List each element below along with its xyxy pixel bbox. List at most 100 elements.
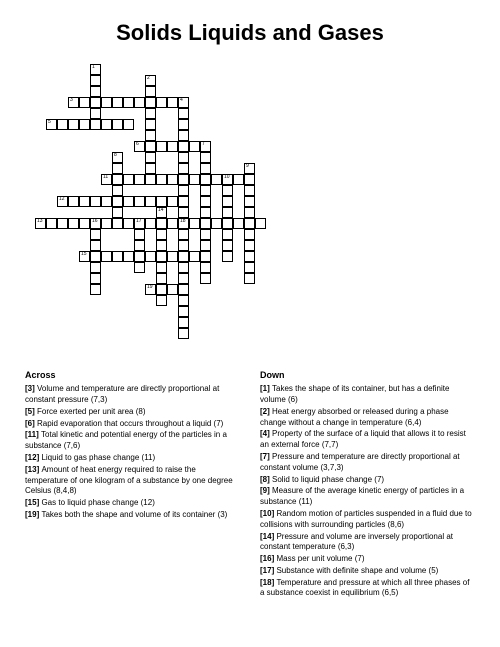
grid-cell <box>123 174 134 185</box>
clue-number: [18] <box>260 578 276 587</box>
grid-cell <box>156 174 167 185</box>
clue-text: Pressure and temperature are directly pr… <box>260 452 460 472</box>
grid-cell <box>178 317 189 328</box>
grid-cell: 9 <box>244 163 255 174</box>
grid-cell: 16 <box>90 218 101 229</box>
grid-cell <box>112 185 123 196</box>
grid-cell <box>200 218 211 229</box>
clue-number: [8] <box>260 475 272 484</box>
grid-cell <box>112 97 123 108</box>
grid-cell <box>57 119 68 130</box>
down-column: Down [1] Takes the shape of its containe… <box>260 369 475 600</box>
cell-number: 18 <box>180 219 186 224</box>
clue-number: [16] <box>260 554 276 563</box>
grid-cell: 1 <box>90 64 101 75</box>
grid-cell <box>178 185 189 196</box>
grid-cell <box>189 218 200 229</box>
grid-cell <box>167 174 178 185</box>
grid-cell: 6 <box>134 141 145 152</box>
clue-item: [16] Mass per unit volume (7) <box>260 554 475 565</box>
cell-number: 10 <box>224 175 230 180</box>
grid-cell <box>134 174 145 185</box>
grid-cell <box>134 97 145 108</box>
grid-cell <box>244 229 255 240</box>
grid-cell <box>167 141 178 152</box>
clue-text: Takes both the shape and volume of its c… <box>41 510 227 519</box>
grid-cell: 12 <box>57 196 68 207</box>
clue-text: Pressure and volume are inversely propor… <box>260 532 453 552</box>
grid-cell <box>233 218 244 229</box>
clue-text: Rapid evaporation that occurs throughout… <box>37 419 223 428</box>
grid-cell: 18 <box>178 218 189 229</box>
grid-cell <box>233 174 244 185</box>
page-title: Solids Liquids and Gases <box>25 20 475 46</box>
grid-cell: 2 <box>145 75 156 86</box>
grid-cell <box>244 207 255 218</box>
grid-cell: 3 <box>68 97 79 108</box>
grid-cell <box>211 174 222 185</box>
grid-cell <box>123 119 134 130</box>
grid-cell <box>156 273 167 284</box>
cell-number: 4 <box>180 98 183 103</box>
clue-text: Substance with definite shape and volume… <box>276 566 438 575</box>
grid-cell <box>90 251 101 262</box>
clue-item: [18] Temperature and pressure at which a… <box>260 578 475 600</box>
grid-cell <box>134 262 145 273</box>
grid-cell <box>156 218 167 229</box>
grid-cell <box>134 251 145 262</box>
grid-cell <box>156 251 167 262</box>
clue-number: [12] <box>25 453 41 462</box>
clue-item: [19] Takes both the shape and volume of … <box>25 510 240 521</box>
grid-cell <box>222 251 233 262</box>
grid-cell <box>200 185 211 196</box>
grid-cell <box>189 174 200 185</box>
grid-cell <box>167 196 178 207</box>
grid-cell <box>90 262 101 273</box>
grid-cell <box>145 196 156 207</box>
clue-number: [5] <box>25 407 37 416</box>
grid-cell <box>156 97 167 108</box>
grid-cell <box>167 251 178 262</box>
grid-cell: 10 <box>222 174 233 185</box>
cell-number: 19 <box>147 285 153 290</box>
clue-text: Temperature and pressure at which all th… <box>260 578 469 598</box>
grid-cell <box>189 141 200 152</box>
grid-cell <box>101 97 112 108</box>
grid-cell <box>189 251 200 262</box>
grid-cell <box>145 218 156 229</box>
grid-cell <box>57 218 68 229</box>
clue-text: Takes the shape of its container, but ha… <box>260 384 449 404</box>
grid-cell <box>79 119 90 130</box>
grid-cell <box>222 185 233 196</box>
clue-item: [7] Pressure and temperature are directl… <box>260 452 475 474</box>
grid-cell <box>90 75 101 86</box>
grid-cell: 7 <box>200 141 211 152</box>
cell-number: 12 <box>59 197 65 202</box>
grid-cell <box>167 97 178 108</box>
clue-item: [11] Total kinetic and potential energy … <box>25 430 240 452</box>
clue-item: [8] Solid to liquid phase change (7) <box>260 475 475 486</box>
grid-cell <box>123 97 134 108</box>
clue-number: [15] <box>25 498 41 507</box>
grid-cell <box>123 218 134 229</box>
grid-cell <box>145 97 156 108</box>
grid-cell <box>101 218 112 229</box>
clue-text: Force exerted per unit area (8) <box>37 407 146 416</box>
grid-cell <box>200 207 211 218</box>
grid-cell <box>222 229 233 240</box>
grid-cell <box>178 262 189 273</box>
grid-cell: 19 <box>145 284 156 295</box>
grid-cell: 5 <box>46 119 57 130</box>
grid-cell <box>156 240 167 251</box>
grid-cell <box>123 196 134 207</box>
grid-cell <box>244 251 255 262</box>
down-list: [1] Takes the shape of its container, bu… <box>260 384 475 599</box>
grid-cell <box>112 207 123 218</box>
grid-cell <box>145 163 156 174</box>
grid-cell <box>178 163 189 174</box>
grid-cell <box>156 284 167 295</box>
clue-number: [7] <box>260 452 272 461</box>
grid-cell <box>244 185 255 196</box>
clue-item: [13] Amount of heat energy required to r… <box>25 465 240 497</box>
cell-number: 6 <box>136 142 139 147</box>
